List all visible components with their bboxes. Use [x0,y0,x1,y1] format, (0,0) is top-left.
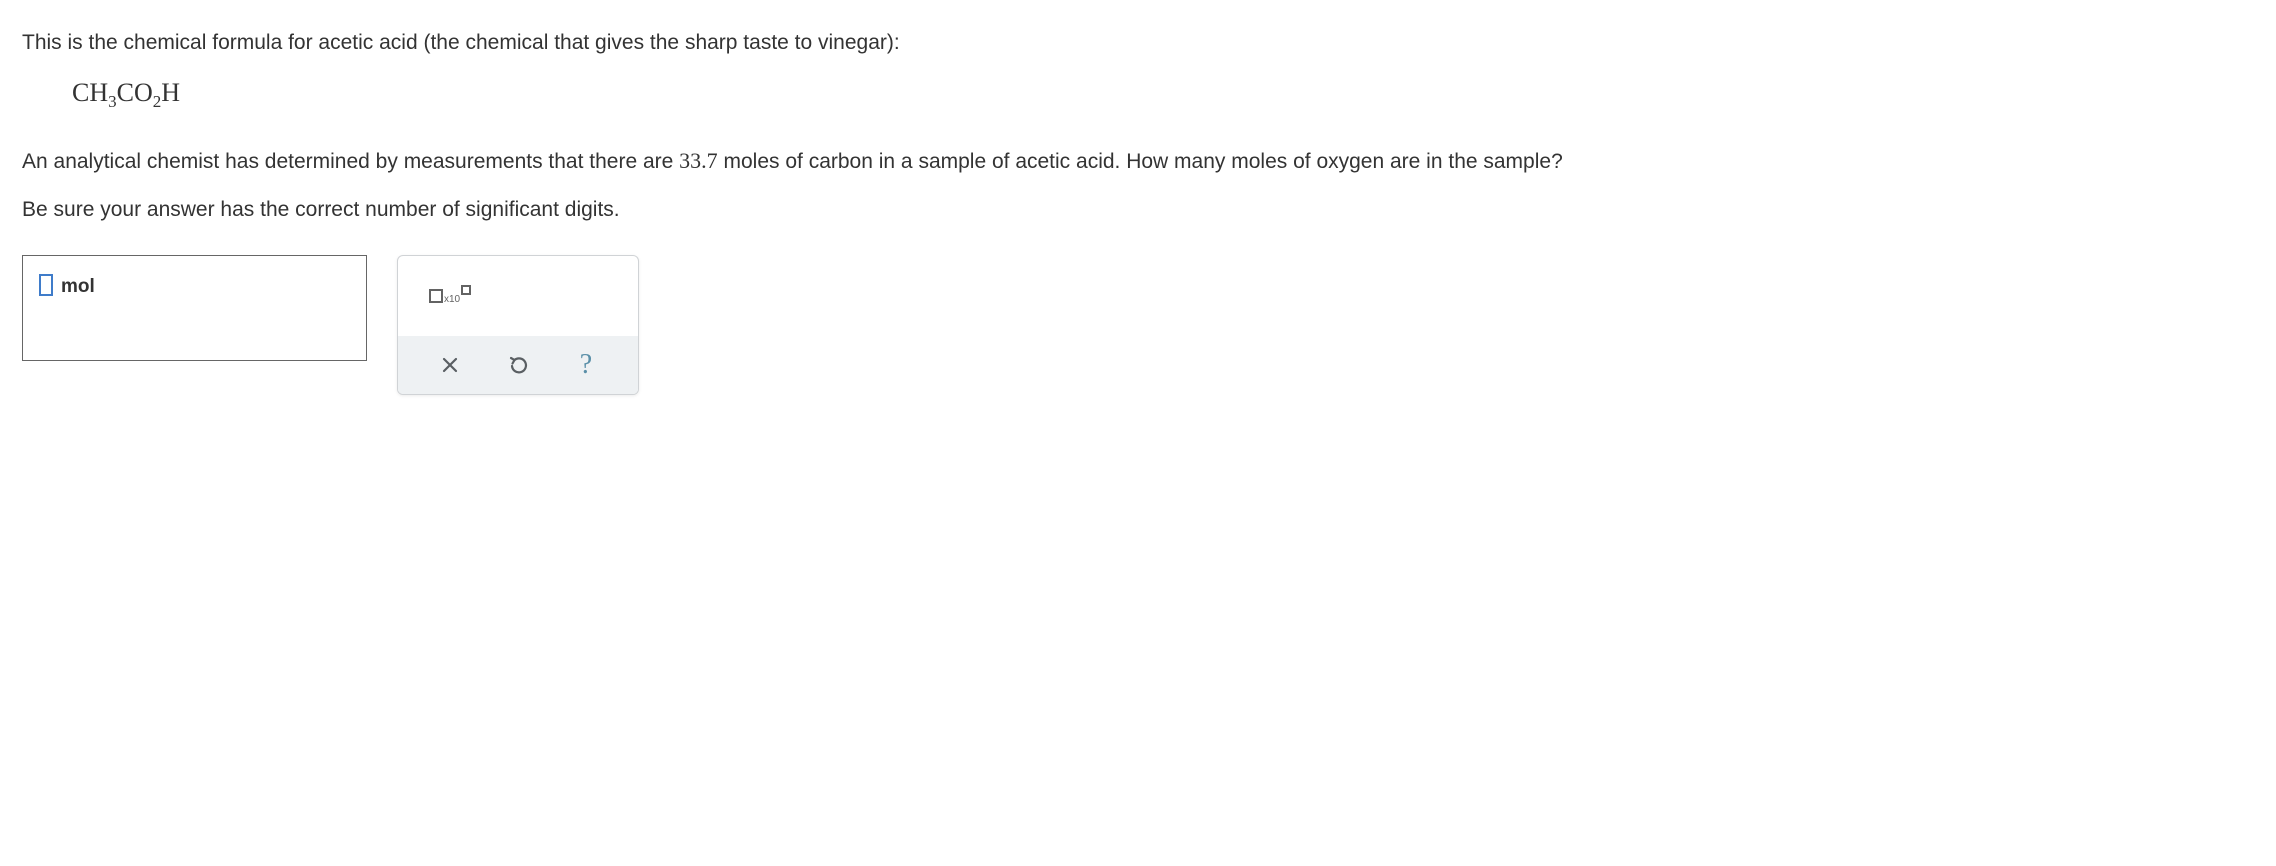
sigfig-hint: Be sure your answer has the correct numb… [22,195,2254,224]
tool-bottom-row: ? [398,336,638,394]
carbon-moles-value: 33.7 [679,148,718,173]
question-prefix: An analytical chemist has determined by … [22,150,679,173]
formula-part: CH [72,78,108,107]
question-suffix: moles of carbon in a sample of acetic ac… [718,150,1563,173]
sci-base-icon [429,289,443,303]
question-mark-icon: ? [580,345,592,384]
formula-part: CO [117,78,153,107]
formula-sub: 3 [108,93,117,112]
answer-row: mol x10 [22,255,2254,395]
undo-icon [507,354,529,376]
sci-exponent-icon [461,285,471,295]
clear-button[interactable] [428,345,472,385]
answer-input[interactable] [39,274,53,296]
chemical-formula: CH3CO2H [72,75,2254,114]
close-icon [441,356,459,374]
tool-panel: x10 ? [397,255,639,395]
intro-text: This is the chemical formula for acetic … [22,28,2254,57]
formula-part: H [161,78,180,107]
answer-box: mol [22,255,367,361]
help-button[interactable]: ? [564,345,608,385]
sci-x10-label: x10 [444,293,460,309]
answer-unit: mol [61,274,95,301]
formula-sub: 2 [153,93,162,112]
question-text: An analytical chemist has determined by … [22,146,2254,177]
tool-top-row: x10 [398,256,638,336]
reset-button[interactable] [496,345,540,385]
scientific-notation-button[interactable]: x10 [426,276,474,316]
